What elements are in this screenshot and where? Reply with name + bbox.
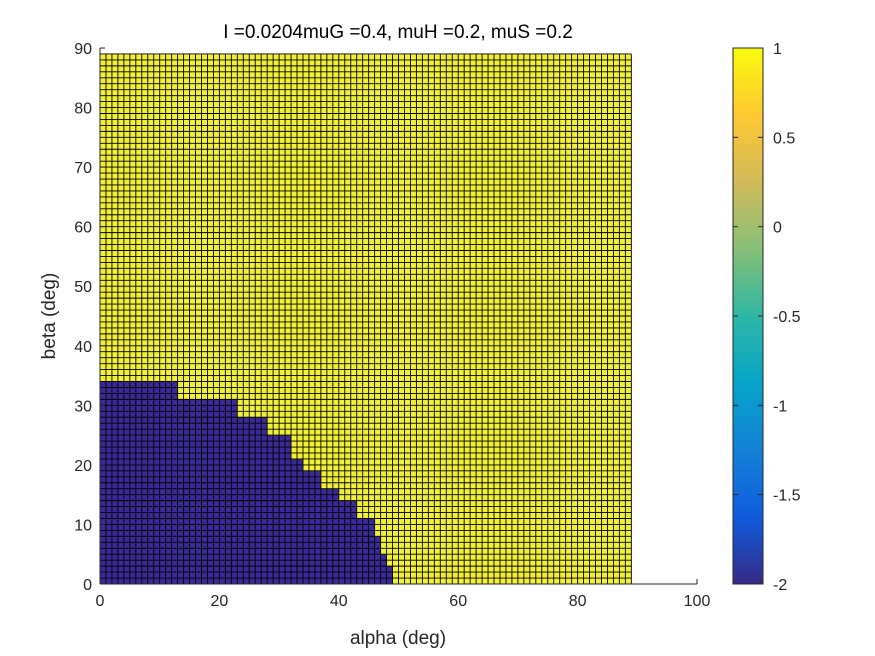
x-axis-label: alpha (deg) xyxy=(350,628,446,649)
y-ticks: 0 10 20 30 40 50 60 70 80 90 xyxy=(74,41,105,594)
y-tick-label: 50 xyxy=(74,279,92,296)
chart-title: I =0.0204muG =0.4, muH =0.2, muS =0.2 xyxy=(223,22,573,43)
colorbar: 1 0.5 0 -0.5 -1 -1.5 -2 xyxy=(732,41,801,594)
y-tick-label: 80 xyxy=(74,101,92,118)
axes: 0 20 40 60 80 100 0 10 20 30 40 50 60 70 80 90 xyxy=(74,41,710,610)
y-tick-label: 40 xyxy=(74,339,92,356)
x-tick-label: 20 xyxy=(211,593,229,610)
y-axis-label: beta (deg) xyxy=(39,273,60,360)
x-ticks: 0 20 40 60 80 100 xyxy=(96,579,711,610)
y-tick-label: 90 xyxy=(74,41,92,58)
heatmap-gridlines xyxy=(99,53,632,585)
heatmap-region-low xyxy=(100,53,393,584)
y-tick-label: 30 xyxy=(74,398,92,415)
y-tick-label: 60 xyxy=(74,220,92,237)
colorbar-ticks: 1 0.5 0 -0.5 -1 -1.5 -2 xyxy=(733,41,801,594)
heatmap-cells xyxy=(100,53,632,584)
x-tick-label: 60 xyxy=(449,593,467,610)
colorbar-tick-label: -1.5 xyxy=(773,488,801,505)
colorbar-tick-label: 0.5 xyxy=(773,130,795,147)
colorbar-tick-label: 0 xyxy=(773,220,782,237)
x-tick-label: 40 xyxy=(330,593,348,610)
colorbar-tick-label: -2 xyxy=(773,577,787,594)
y-tick-label: 70 xyxy=(74,160,92,177)
colorbar-tick-label: -0.5 xyxy=(773,309,801,326)
y-tick-label: 10 xyxy=(74,517,92,534)
x-tick-label: 80 xyxy=(569,593,587,610)
x-tick-label: 0 xyxy=(96,593,105,610)
colorbar-tick-label: 1 xyxy=(773,41,782,58)
y-tick-label: 20 xyxy=(74,458,92,475)
colorbar-tick-label: -1 xyxy=(773,398,787,415)
x-tick-label: 100 xyxy=(684,593,711,610)
y-tick-label: 0 xyxy=(83,577,92,594)
plot-area xyxy=(99,53,632,585)
